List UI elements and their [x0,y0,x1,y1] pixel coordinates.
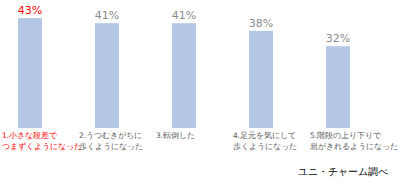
category-label-line: 1.小さな段差で [2,131,58,140]
category-label-line: 2.うつむきがちに [79,131,142,140]
category-label: 4.足元を気にして歩くようになった [233,131,297,151]
data-label: 32% [326,32,350,45]
category-label-line: 歩くようになった [79,142,143,151]
bar [326,46,350,128]
category-label: 2.うつむきがちに歩くようになった [79,131,143,151]
source-note: ユニ・チャーム調べ [298,166,388,177]
category-label: 3.転倒した [156,131,195,140]
category-label: 5.階段の上り下りで息がきれるようになった [309,131,398,151]
category-label-line: 歩くようになった [233,142,297,151]
bar [95,23,119,128]
category-label-line: 3.転倒した [156,131,195,140]
bar [172,23,196,128]
chart-container: 43%41%41%38%32%1.小さな段差でつまずくようになった2.うつむきが… [0,0,398,182]
data-label: 43% [18,4,42,17]
data-label: 41% [172,9,196,22]
category-label: 1.小さな段差でつまずくようになった [2,131,82,151]
bars [18,18,350,128]
data-label: 41% [95,9,119,22]
category-label-line: つまずくようになった [2,142,82,151]
category-label-line: 息がきれるようになった [309,142,398,151]
bar [249,31,273,128]
bar [18,18,42,128]
category-label-line: 5.階段の上り下りで [310,131,382,140]
category-label-line: 4.足元を気にして [233,131,296,140]
chart-svg: 43%41%41%38%32%1.小さな段差でつまずくようになった2.うつむきが… [0,0,398,182]
data-label: 38% [249,17,273,30]
